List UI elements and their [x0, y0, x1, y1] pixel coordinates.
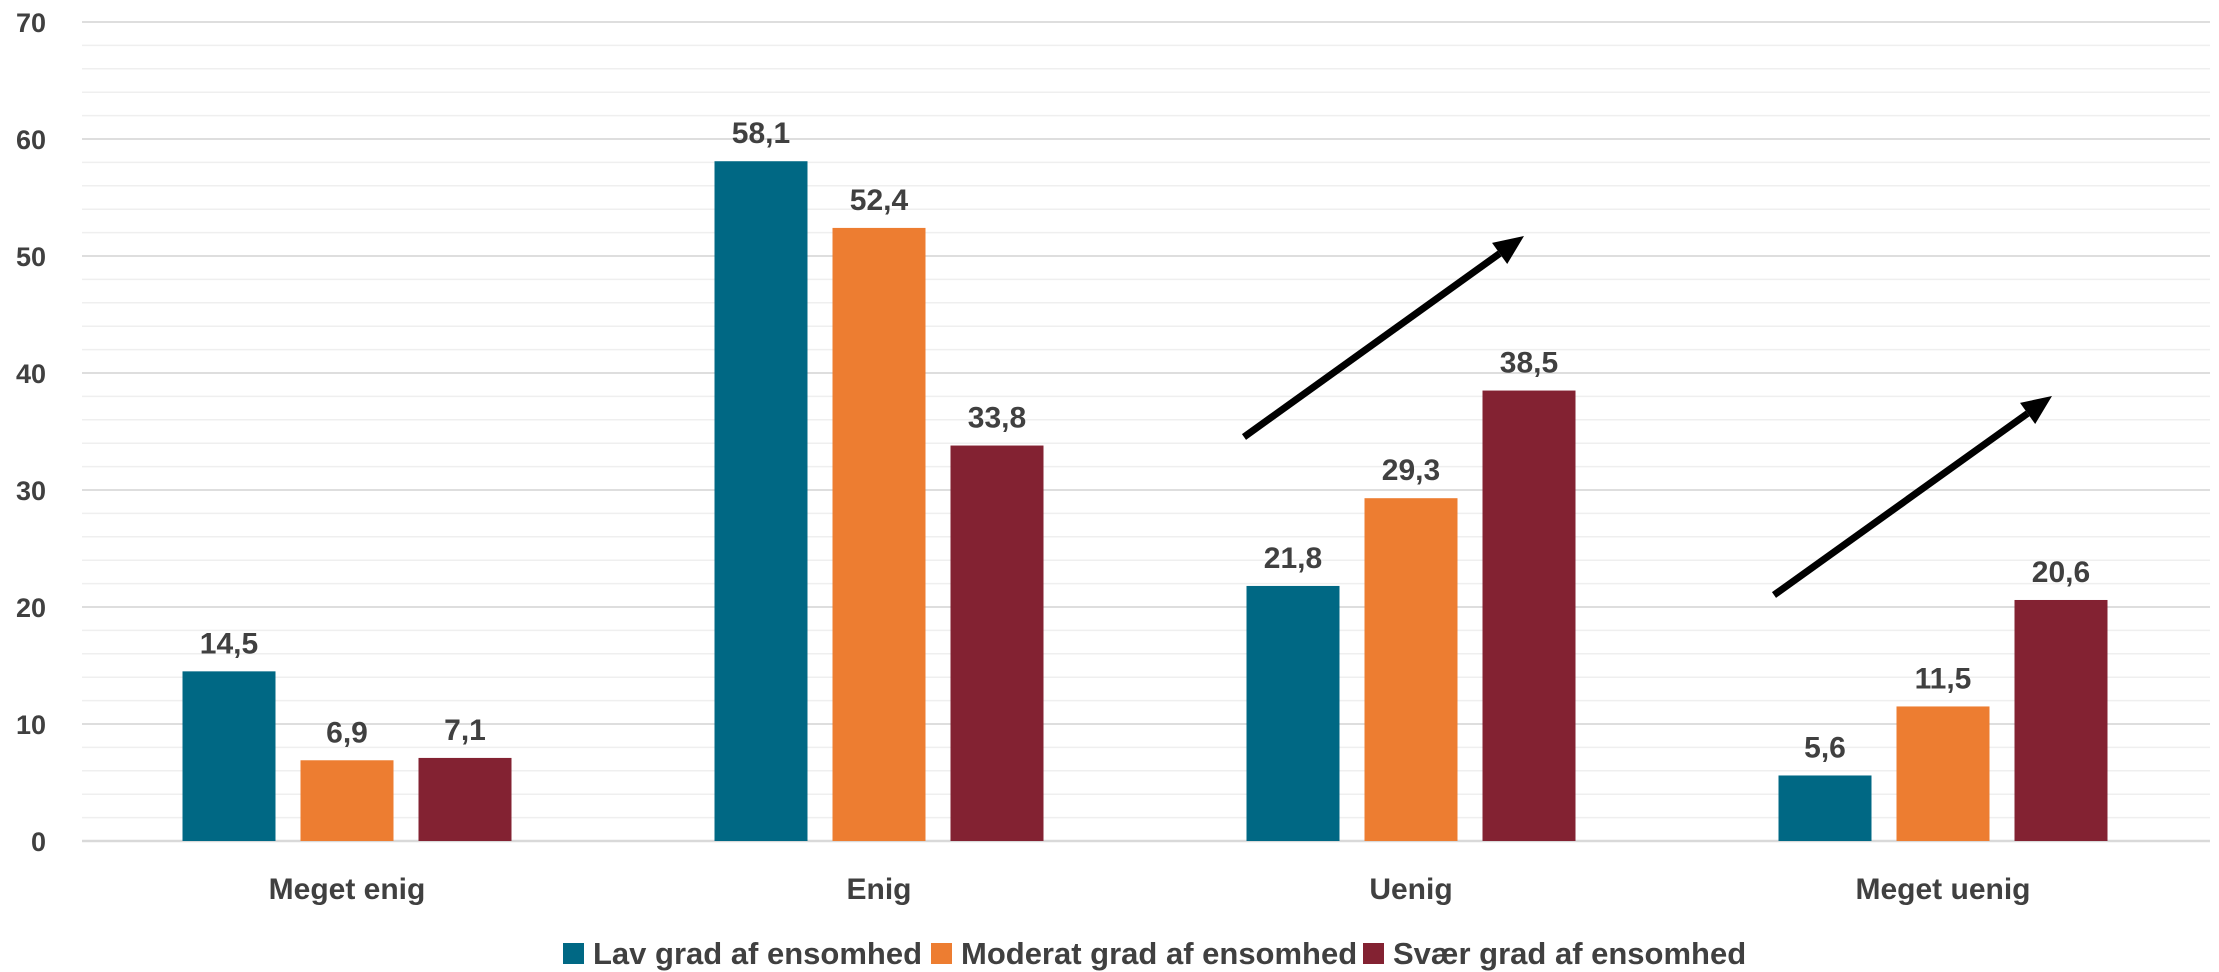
y-tick-label: 30	[16, 476, 46, 506]
legend-swatch	[1363, 943, 1384, 964]
trend-arrow	[1241, 236, 1524, 440]
x-category-label: Uenig	[1369, 873, 1452, 906]
data-label: 5,6	[1804, 731, 1846, 764]
arrow-head	[1492, 236, 1524, 265]
x-axis-categories: Meget enig Enig Uenig Meget uenig	[269, 873, 2031, 906]
x-category-label: Enig	[847, 873, 912, 906]
bar	[182, 671, 276, 841]
bar	[1778, 775, 1872, 841]
data-label: 6,9	[326, 716, 368, 749]
legend-label: Svær grad af ensomhed	[1393, 936, 1746, 971]
data-label: 14,5	[200, 627, 258, 660]
y-tick-label: 20	[16, 593, 46, 623]
bar	[1246, 585, 1340, 841]
bar	[1364, 498, 1458, 841]
arrow-head	[2020, 396, 2052, 425]
data-label: 33,8	[968, 402, 1026, 435]
major-gridlines	[82, 21, 2210, 843]
arrow-shaft	[1771, 410, 2030, 598]
bar	[1896, 706, 1990, 841]
y-tick-label: 70	[16, 8, 46, 38]
data-label: 21,8	[1264, 542, 1322, 575]
legend-label: Moderat grad af ensomhed	[961, 936, 1357, 971]
legend-item: Lav grad af ensomhed	[563, 936, 922, 971]
y-axis-ticks: 0 10 20 30 40 50 60 70	[16, 8, 46, 857]
legend: Lav grad af ensomhed Moderat grad af enso…	[563, 936, 1746, 971]
bars	[182, 161, 2108, 842]
data-label: 38,5	[1500, 347, 1558, 380]
data-label: 11,5	[1915, 662, 1972, 695]
legend-item: Moderat grad af ensomhed	[931, 936, 1357, 971]
data-label: 7,1	[444, 714, 486, 747]
data-labels: 14,5 6,9 7,1 58,1 52,4 33,8 21,8 29,3 38,5 5,6 11,…	[200, 117, 2090, 764]
data-label: 20,6	[2032, 556, 2090, 589]
y-tick-label: 60	[16, 125, 46, 155]
data-label: 29,3	[1382, 454, 1440, 487]
bar	[300, 760, 394, 841]
data-label: 52,4	[850, 184, 909, 217]
bar	[2014, 599, 2108, 841]
y-tick-label: 10	[16, 710, 46, 740]
bar	[1482, 390, 1576, 841]
minor-gridlines	[82, 44, 2210, 819]
y-tick-label: 40	[16, 359, 46, 389]
x-category-label: Meget enig	[269, 873, 426, 906]
legend-item: Svær grad af ensomhed	[1363, 936, 1746, 971]
bar	[714, 161, 808, 842]
x-category-label: Meget uenig	[1855, 873, 2030, 906]
bar	[832, 227, 926, 842]
bar	[418, 757, 512, 841]
legend-label: Lav grad af ensomhed	[593, 936, 922, 971]
trend-arrow	[1771, 396, 2052, 598]
arrow-shaft	[1241, 250, 1502, 440]
y-tick-label: 0	[31, 827, 46, 857]
data-label: 58,1	[732, 117, 790, 150]
y-tick-label: 50	[16, 242, 46, 272]
bar	[950, 445, 1044, 841]
annotation-arrows	[1241, 236, 2052, 598]
legend-swatch	[563, 943, 584, 964]
legend-swatch	[931, 943, 952, 964]
